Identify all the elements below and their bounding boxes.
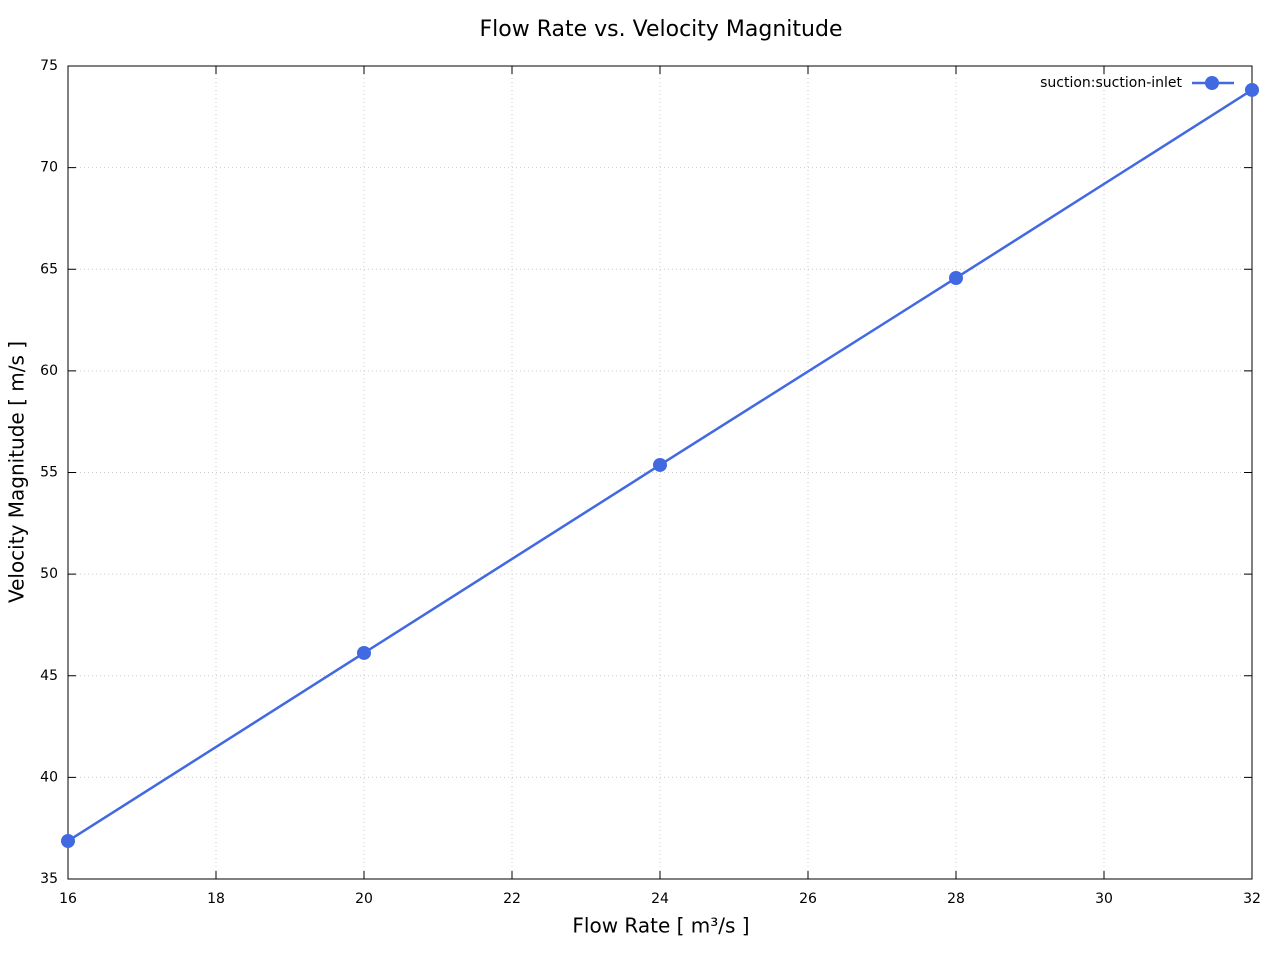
x-tick-label: 24 (651, 891, 669, 907)
x-tick-label: 28 (947, 891, 965, 907)
point (357, 645, 371, 660)
x-tick-label: 20 (355, 891, 373, 907)
plot-frame (67, 65, 1253, 880)
point (61, 833, 75, 848)
y-tick-label: 70 (40, 160, 58, 176)
x-tick-label: 22 (503, 891, 521, 907)
chart-title: Flow Rate vs. Velocity Magnitude (480, 17, 843, 42)
y-tick-label: 35 (40, 871, 58, 887)
x-tick-label: 30 (1095, 891, 1113, 907)
x-tick-label: 26 (799, 891, 817, 907)
x-tick-label: 32 (1243, 891, 1261, 907)
legend-marker (1205, 76, 1219, 90)
y-tick-label: 60 (40, 363, 58, 379)
y-tick-label: 75 (40, 58, 58, 74)
point (653, 457, 667, 472)
y-axis-label: Velocity Magnitude [ m/s ] (5, 341, 29, 603)
y-tick-label: 45 (40, 668, 58, 684)
y-tick-label: 40 (40, 769, 58, 785)
y-tick-label: 50 (40, 566, 58, 582)
x-tick-label: 18 (207, 891, 225, 907)
x-tick-label: 16 (59, 891, 77, 907)
point (949, 270, 963, 285)
y-tick-label: 65 (40, 261, 58, 277)
legend-label: suction:suction-inlet (1040, 75, 1182, 91)
point (1245, 82, 1259, 97)
x-axis-label: Flow Rate [ m³/s ] (572, 914, 749, 938)
y-tick-label: 55 (40, 465, 58, 481)
